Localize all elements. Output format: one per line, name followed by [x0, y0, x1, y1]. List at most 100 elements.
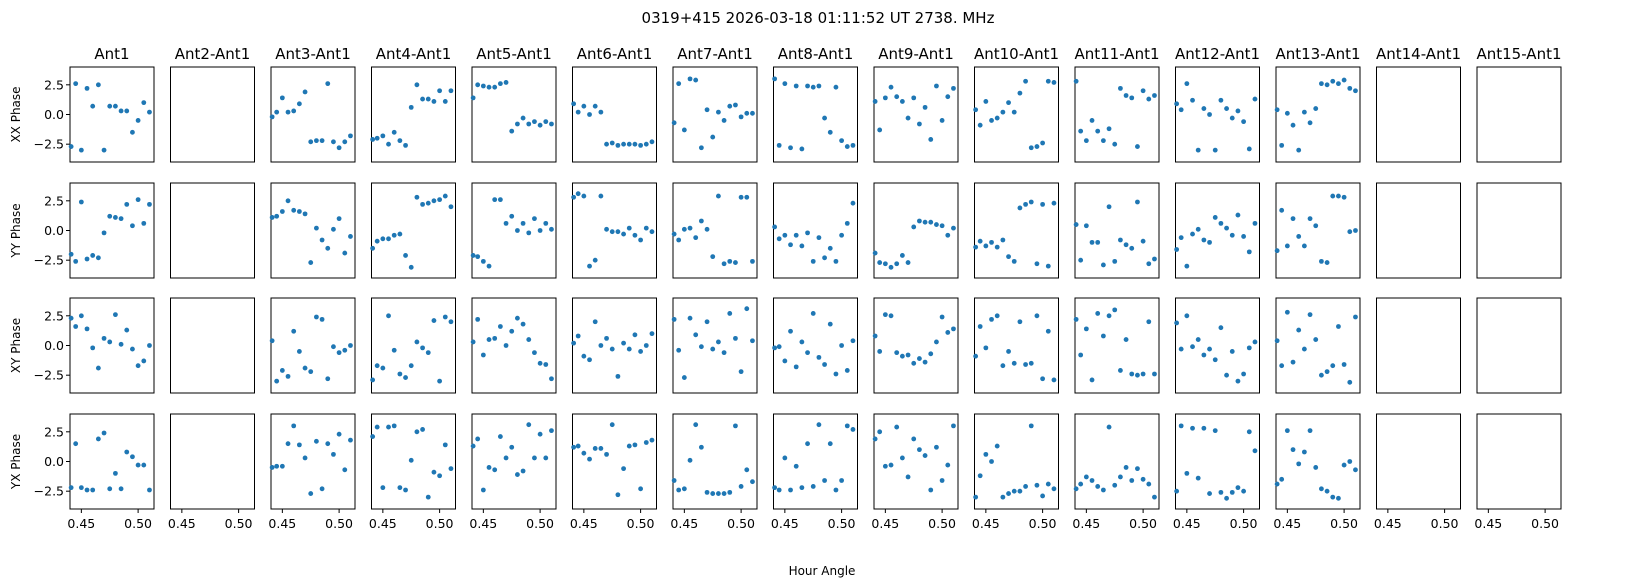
- data-point: [744, 306, 750, 312]
- y-tick-label: −2.5: [34, 253, 64, 268]
- data-point: [727, 103, 733, 109]
- data-point: [721, 118, 727, 123]
- data-point: [1100, 487, 1106, 493]
- data-point: [1347, 229, 1353, 235]
- data-point: [894, 424, 900, 430]
- panel-frame: [170, 182, 255, 279]
- panel-frame: [974, 297, 1059, 394]
- data-point: [442, 314, 448, 320]
- data-point: [95, 436, 101, 442]
- data-point: [1140, 371, 1146, 377]
- data-point: [738, 369, 744, 375]
- data-point: [1301, 109, 1307, 115]
- data-point: [776, 487, 782, 493]
- data-point: [509, 444, 515, 450]
- panel-frame: [1175, 413, 1260, 510]
- data-point: [331, 139, 336, 145]
- panel-frame: [69, 413, 155, 510]
- data-point: [296, 349, 302, 354]
- data-point: [325, 376, 331, 382]
- data-point: [1000, 237, 1006, 243]
- data-point: [1284, 309, 1290, 315]
- x-tick-label: 0.50: [1431, 516, 1459, 531]
- data-point: [1095, 311, 1101, 316]
- panel-frame: [371, 413, 456, 510]
- y-tick-label: 0.0: [44, 223, 64, 238]
- data-point: [681, 486, 687, 492]
- data-point: [833, 84, 839, 90]
- column-title: Ant10-Ant1: [974, 45, 1059, 63]
- data-point: [147, 343, 152, 348]
- data-point: [1000, 109, 1006, 115]
- data-point: [973, 107, 979, 113]
- x-tick-label: 0.45: [268, 516, 296, 531]
- data-point: [380, 365, 386, 371]
- data-point: [1045, 263, 1051, 269]
- data-point: [1083, 326, 1089, 332]
- data-point: [497, 197, 503, 203]
- data-point: [1190, 344, 1195, 350]
- data-point: [403, 142, 408, 148]
- x-tick-label: 0.45: [369, 516, 397, 531]
- data-point: [302, 455, 308, 461]
- data-point: [788, 145, 793, 151]
- data-point: [799, 339, 805, 345]
- x-tick-label: 0.50: [1129, 516, 1157, 531]
- data-point: [1140, 238, 1146, 244]
- data-point: [543, 119, 549, 125]
- data-point: [621, 466, 626, 472]
- x-tick-label: 0.45: [1072, 516, 1100, 531]
- data-point: [448, 204, 454, 210]
- data-point: [503, 343, 509, 348]
- data-point: [844, 423, 850, 429]
- data-point: [1319, 258, 1324, 264]
- data-point: [532, 455, 537, 461]
- data-point: [1123, 242, 1129, 248]
- data-point: [994, 115, 1000, 121]
- data-point: [989, 118, 994, 123]
- data-point: [543, 220, 549, 226]
- data-point: [1011, 109, 1017, 115]
- panel-frame: [873, 413, 959, 510]
- data-point: [486, 84, 492, 90]
- data-point: [621, 340, 626, 346]
- data-point: [1284, 428, 1290, 434]
- data-point: [1023, 78, 1028, 84]
- data-point: [877, 260, 883, 265]
- data-point: [118, 216, 124, 222]
- data-point: [1190, 231, 1195, 237]
- data-point: [1073, 316, 1079, 322]
- x-axis-label: Hour Angle: [789, 564, 856, 578]
- data-point: [1229, 232, 1235, 238]
- panel-frame: [170, 413, 255, 510]
- data-point: [1336, 81, 1341, 87]
- panel-frame: [371, 297, 456, 394]
- data-point: [78, 313, 84, 319]
- data-point: [1100, 138, 1106, 144]
- data-point: [632, 332, 638, 338]
- data-point: [598, 343, 604, 348]
- data-point: [374, 238, 380, 244]
- data-point: [437, 88, 443, 94]
- data-point: [1146, 96, 1152, 102]
- data-point: [1073, 222, 1079, 227]
- data-point: [1195, 337, 1201, 342]
- data-point: [374, 363, 380, 369]
- data-point: [816, 235, 822, 241]
- data-point: [1006, 100, 1011, 106]
- data-point: [314, 225, 319, 231]
- data-point: [308, 260, 314, 265]
- data-point: [549, 376, 554, 382]
- data-point: [604, 335, 609, 341]
- data-point: [592, 446, 598, 451]
- data-point: [1129, 245, 1135, 251]
- data-point: [681, 226, 687, 232]
- data-point: [1290, 359, 1296, 365]
- data-point: [1252, 96, 1258, 102]
- data-point: [721, 491, 727, 496]
- data-point: [951, 326, 956, 332]
- panel-frame: [270, 66, 356, 163]
- data-point: [1178, 107, 1184, 113]
- data-point: [386, 236, 391, 242]
